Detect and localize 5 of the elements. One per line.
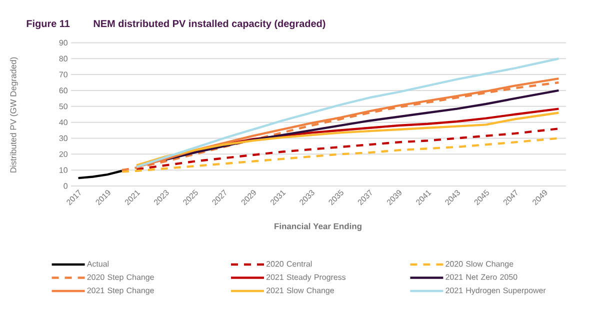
y-axis-title: Distributed PV (GW Degraded) [10, 57, 18, 172]
chart-subtitle: NEM distributed PV installed capacity (degraded) [94, 20, 326, 30]
x-axis-title: Financial Year Ending [274, 223, 362, 231]
line-series [77, 170, 124, 180]
chart-title: Figure 11 [26, 20, 70, 30]
